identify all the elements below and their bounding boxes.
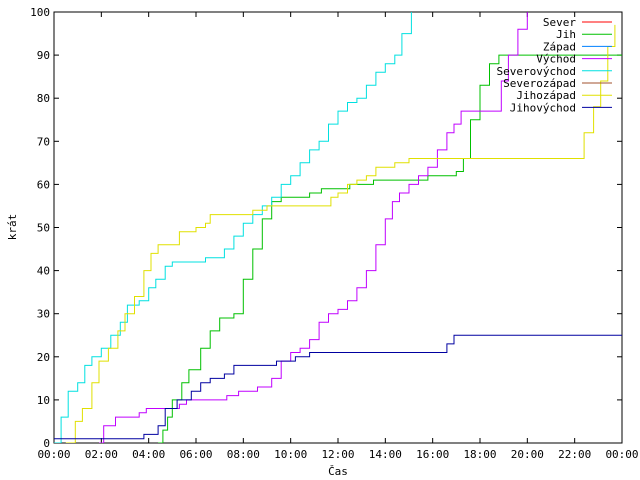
- legend-label: Severovýchod: [497, 65, 576, 78]
- legend-label: Severozápad: [503, 77, 576, 90]
- legend-label: Jihovýchod: [510, 101, 576, 114]
- series-line-jih: [158, 54, 622, 443]
- legend-label: Sever: [543, 16, 576, 29]
- y-tick-label: 60: [37, 178, 50, 191]
- y-tick-label: 20: [37, 351, 50, 364]
- y-tick-label: 90: [37, 49, 50, 62]
- x-tick-label: 12:00: [321, 448, 354, 461]
- legend-label: Východ: [536, 53, 576, 66]
- x-tick-label: 00:00: [605, 448, 638, 461]
- series-line-severovychod: [54, 12, 412, 443]
- x-tick-label: 10:00: [274, 448, 307, 461]
- y-tick-label: 40: [37, 265, 50, 278]
- x-axis-label: Čas: [328, 465, 348, 478]
- x-tick-label: 00:00: [37, 448, 70, 461]
- series-line-jihovychod: [54, 334, 622, 440]
- series-group: [54, 12, 622, 443]
- y-tick-label: 70: [37, 135, 50, 148]
- x-tick-label: 16:00: [416, 448, 449, 461]
- tick-group: 00:00 02:00 04:00 06:00 08:00 10:00 12:00 14:00…: [30, 6, 638, 461]
- x-tick-label: 20:00: [511, 448, 544, 461]
- x-tick-label: 06:00: [179, 448, 212, 461]
- y-axis-label: krát: [6, 214, 19, 241]
- legend-label: Jih: [556, 28, 576, 41]
- x-tick-label: 02:00: [85, 448, 118, 461]
- x-tick-label: 18:00: [463, 448, 496, 461]
- legend-label: Západ: [543, 40, 576, 53]
- y-tick-label: 80: [37, 92, 50, 105]
- y-tick-label: 0: [43, 437, 50, 450]
- legend: SeverJihZápadVýchodSeverovýchodSeverozáp…: [497, 16, 612, 114]
- x-tick-label: 04:00: [132, 448, 165, 461]
- y-tick-label: 30: [37, 308, 50, 321]
- x-tick-label: 14:00: [369, 448, 402, 461]
- y-tick-label: 100: [30, 6, 50, 19]
- x-tick-label: 08:00: [227, 448, 260, 461]
- y-tick-label: 10: [37, 394, 50, 407]
- series-line-vychod: [99, 12, 528, 443]
- series-line-jihozapad: [65, 24, 616, 443]
- y-tick-label: 50: [37, 222, 50, 235]
- x-tick-label: 22:00: [558, 448, 591, 461]
- legend-label: Jihozápad: [516, 89, 576, 102]
